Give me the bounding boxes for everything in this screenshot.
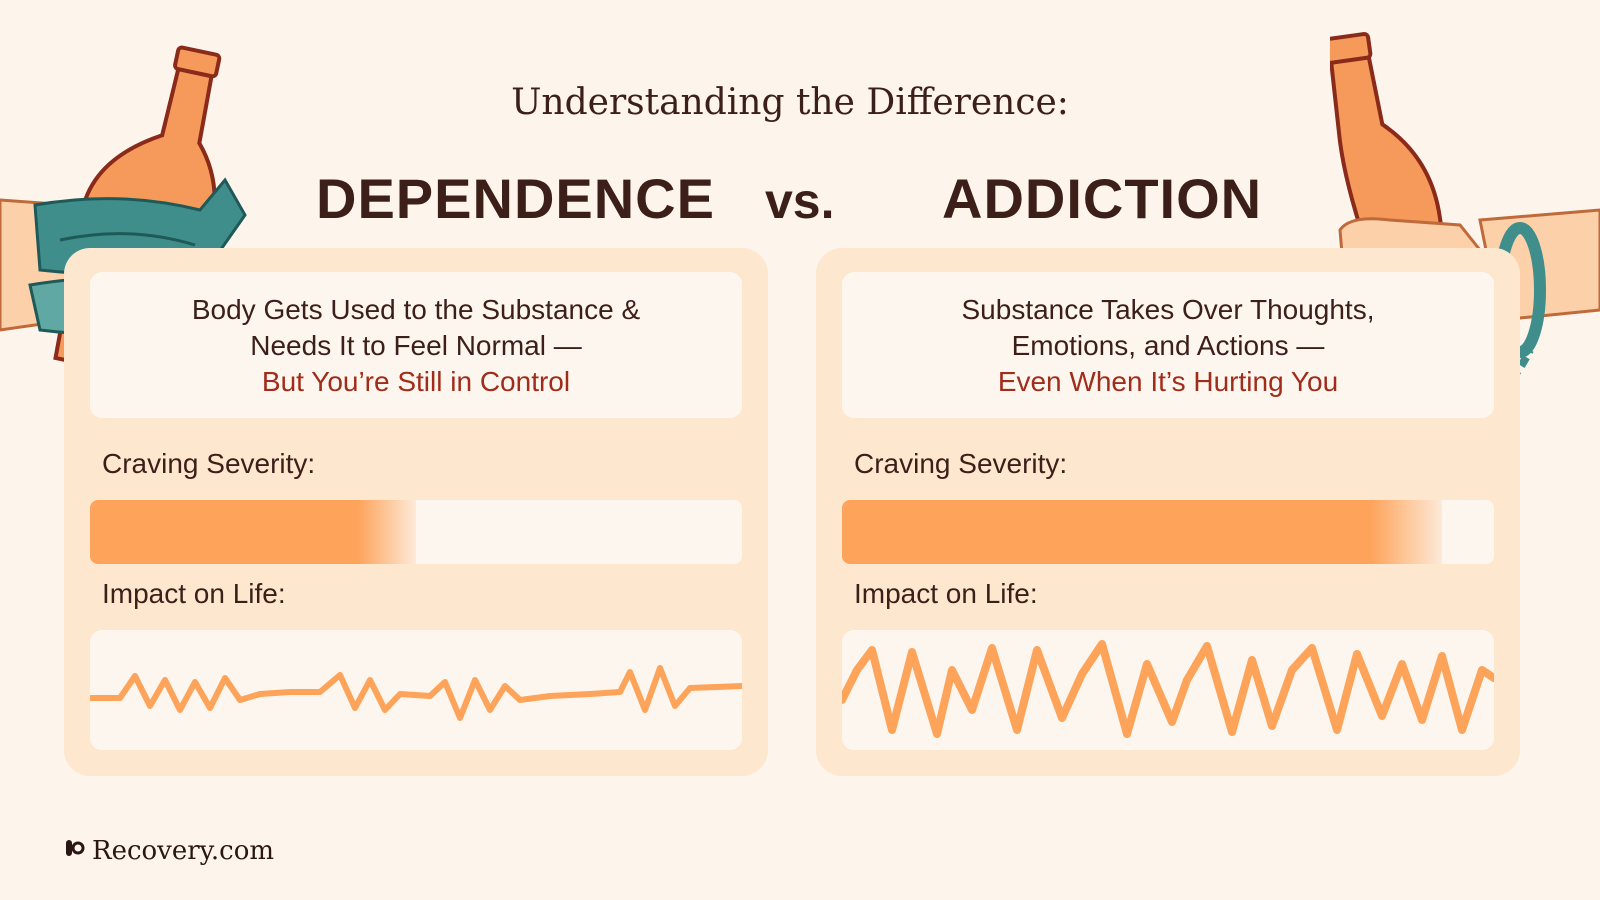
craving-severity-label: Craving Severity: (102, 448, 316, 479)
craving-severity-fill (842, 500, 1442, 564)
description-line: Substance Takes Over Thoughts, (961, 294, 1375, 325)
impact-wave-severe (842, 640, 1494, 738)
craving-severity-fill (90, 500, 416, 564)
addiction-panel: Substance Takes Over Thoughts, Emotions,… (816, 248, 1520, 776)
description-highlight: But You’re Still in Control (261, 366, 571, 397)
dependence-description: Body Gets Used to the Substance & Needs … (90, 272, 742, 418)
description-line: Emotions, and Actions — (1011, 330, 1325, 361)
impact-wave-box (90, 630, 742, 750)
dependence-heading: DEPENDENCE (316, 167, 715, 230)
craving-severity-bar (842, 500, 1494, 564)
vs-label: vs. (765, 173, 835, 229)
impact-wave-box (842, 630, 1494, 750)
craving-severity-bar (90, 500, 742, 564)
brand-logo[interactable]: Recovery.com (64, 836, 274, 866)
dependence-panel: Body Gets Used to the Substance & Needs … (64, 248, 768, 776)
description-line: Needs It to Feel Normal — (250, 330, 582, 361)
impact-label: Impact on Life: (854, 578, 1038, 609)
description-line: Body Gets Used to the Substance & (191, 294, 641, 325)
addiction-description: Substance Takes Over Thoughts, Emotions,… (842, 272, 1494, 418)
impact-wave-mild (90, 665, 742, 721)
description-highlight: Even When It’s Hurting You (997, 366, 1339, 397)
addiction-heading: ADDICTION (942, 167, 1263, 230)
impact-label: Impact on Life: (102, 578, 286, 609)
page-title: Understanding the Difference: (511, 82, 1069, 123)
recovery-logo-icon (64, 836, 86, 866)
craving-severity-label: Craving Severity: (854, 448, 1068, 479)
brand-name: Recovery.com (92, 836, 275, 866)
